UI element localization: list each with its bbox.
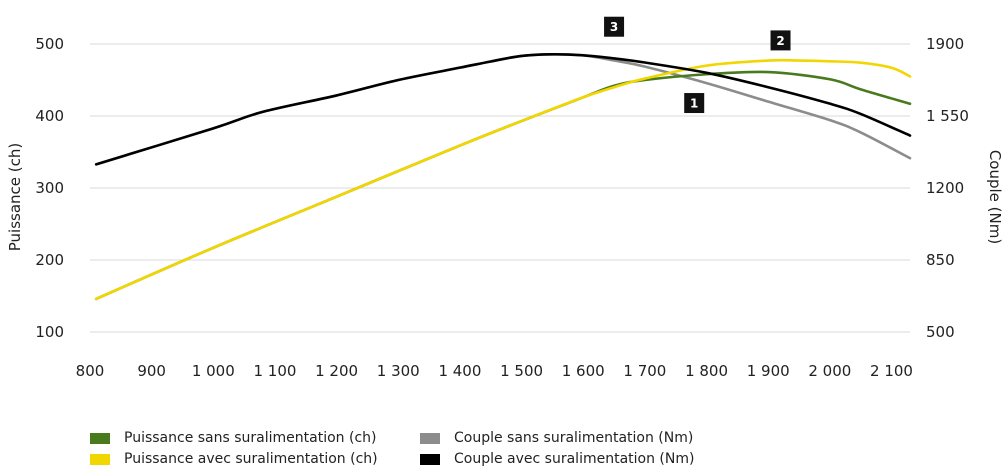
y-right-tick-label: 1200 bbox=[926, 179, 964, 197]
legend: Puissance sans suralimentation (ch) Coup… bbox=[90, 430, 750, 467]
x-tick-label: 1 300 bbox=[377, 362, 420, 380]
legend-item: Puissance sans suralimentation (ch) bbox=[90, 430, 420, 446]
tick-labels: 100 500 200 850 300 1200 400 1 550 500 1900 800 900… bbox=[35, 35, 969, 380]
grid-lines bbox=[90, 43, 910, 333]
x-tick-label: 1 100 bbox=[253, 362, 296, 380]
legend-swatch bbox=[420, 453, 440, 465]
x-tick-label: 1 700 bbox=[623, 362, 666, 380]
legend-swatch bbox=[420, 432, 440, 444]
x-tick-label: 1 200 bbox=[315, 362, 358, 380]
legend-label: Puissance avec suralimentation (ch) bbox=[124, 451, 378, 467]
x-tick-label: 1 900 bbox=[747, 362, 790, 380]
y-left-tick-label: 500 bbox=[35, 35, 64, 53]
y-left-tick-label: 400 bbox=[35, 107, 64, 125]
legend-item: Couple sans suralimentation (Nm) bbox=[420, 430, 750, 446]
series-line bbox=[94, 52, 912, 166]
x-tick-label: 2 000 bbox=[808, 362, 851, 380]
annotation-marker: 2 bbox=[770, 30, 791, 51]
x-tick-label: 2 100 bbox=[870, 362, 913, 380]
legend-swatch bbox=[90, 453, 110, 465]
legend-swatch bbox=[90, 432, 110, 444]
y-right-tick-label: 1 550 bbox=[926, 107, 969, 125]
y-right-tick-label: 1900 bbox=[926, 35, 964, 53]
legend-item: Puissance avec suralimentation (ch) bbox=[90, 451, 420, 467]
x-tick-label: 800 bbox=[76, 362, 105, 380]
series-line bbox=[94, 70, 912, 301]
y-left-tick-label: 100 bbox=[35, 323, 64, 341]
y-left-tick-label: 200 bbox=[35, 251, 64, 269]
annotation-box bbox=[770, 30, 791, 51]
x-tick-label: 900 bbox=[137, 362, 166, 380]
x-tick-label: 1 400 bbox=[438, 362, 481, 380]
x-tick-label: 1 800 bbox=[685, 362, 728, 380]
x-tick-label: 1 600 bbox=[562, 362, 605, 380]
y-right-tick-label: 850 bbox=[926, 251, 955, 269]
legend-item: Couple avec suralimentation (Nm) bbox=[420, 451, 750, 467]
series-line bbox=[94, 58, 912, 301]
legend-label: Couple sans suralimentation (Nm) bbox=[454, 430, 694, 446]
y-left-tick-label: 300 bbox=[35, 179, 64, 197]
legend-label: Couple avec suralimentation (Nm) bbox=[454, 451, 695, 467]
series-line bbox=[94, 52, 912, 166]
annotation-label: 3 bbox=[610, 20, 618, 34]
annotation-label: 1 bbox=[690, 97, 698, 111]
x-tick-label: 1 000 bbox=[192, 362, 235, 380]
annotation-box bbox=[684, 93, 705, 114]
y-right-tick-label: 500 bbox=[926, 323, 955, 341]
annotation-marker: 1 bbox=[684, 93, 705, 114]
y-axis-left-title: Puissance (ch) bbox=[6, 143, 24, 252]
y-axis-right-title: Couple (Nm) bbox=[986, 150, 1004, 244]
annotation-box bbox=[604, 16, 625, 37]
series-lines bbox=[94, 52, 912, 301]
annotation-label: 2 bbox=[776, 34, 784, 48]
legend-label: Puissance sans suralimentation (ch) bbox=[124, 430, 377, 446]
annotations: 1 2 3 bbox=[604, 16, 791, 114]
annotation-marker: 3 bbox=[604, 16, 625, 37]
x-tick-label: 1 500 bbox=[500, 362, 543, 380]
